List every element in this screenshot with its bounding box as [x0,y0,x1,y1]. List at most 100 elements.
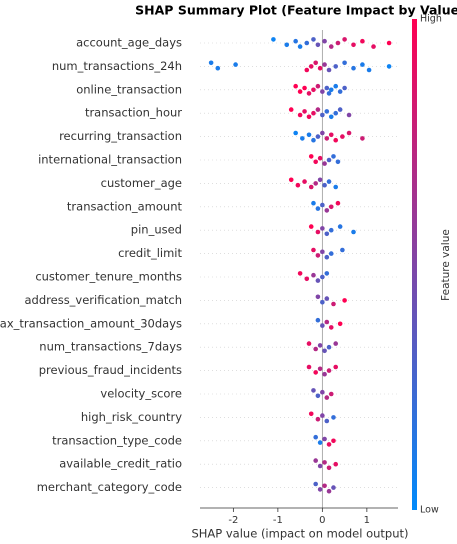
x-tick-label: -1 [273,515,283,526]
feature-label: transaction_amount [67,199,183,213]
dot [302,109,307,114]
dot [326,91,332,96]
feature-label: pin_used [131,223,182,237]
dot [328,227,334,233]
dot [371,44,376,49]
dot [317,366,323,372]
dot [324,271,330,276]
dot [317,65,323,71]
feature-label: previous_fraud_incidents [39,363,182,377]
feature-label: merchant_category_code [37,480,182,494]
dot [331,301,336,307]
dot [342,85,347,91]
dot [308,154,314,159]
dot [288,177,294,183]
dot [317,487,323,492]
dot [311,37,316,42]
dot [324,296,330,301]
dot [360,38,365,44]
dot [346,112,352,118]
dot [320,202,325,208]
dot [335,159,341,165]
feature-label: transaction_hour [85,106,182,120]
chart-title: SHAP Summary Plot (Feature Impact by Val… [135,3,457,18]
dot [326,157,332,163]
dot [335,40,341,46]
dot [300,136,305,141]
dot [306,364,312,370]
dot [328,325,334,330]
dot [326,465,332,471]
dot [315,229,321,235]
dot [322,161,327,166]
x-tick-label: 1 [364,515,370,526]
dot [271,37,276,42]
dot [317,177,323,183]
dot [366,67,372,73]
dot [337,107,343,112]
dot [322,38,327,44]
dot [311,272,316,278]
dot [324,231,330,237]
dot [311,137,316,143]
dot [328,251,334,256]
dot [311,200,316,206]
dot [337,89,343,94]
dot [317,155,323,161]
dot [320,413,325,418]
dot [320,112,325,118]
dot [304,276,310,282]
feature-label: velocity_score [100,387,182,401]
dot [313,159,318,165]
dot [317,343,323,348]
dot [333,364,339,370]
dot [308,411,314,417]
dot [328,114,334,120]
dot [324,319,330,325]
feature-label: recurring_transaction [59,129,182,143]
dot [208,60,214,66]
dot [315,42,321,48]
dot [320,389,325,395]
dot [328,204,334,210]
dot [333,137,339,143]
dot [337,224,343,229]
dot [324,85,330,91]
dot [320,130,325,136]
feature-label: customer_tenure_months [35,270,182,284]
dot [328,132,334,138]
feature-label: transaction_type_code [52,433,182,447]
dot [320,274,325,280]
dot [315,416,321,422]
dot [322,182,327,188]
dot [331,415,336,420]
dot [315,107,321,112]
dot [386,64,392,69]
dot [297,112,303,118]
dot [315,278,321,283]
dot [326,67,332,73]
feature-label: max_transaction_amount_30days [0,316,182,330]
dot [322,436,327,442]
dot [313,181,318,186]
dot [324,395,330,400]
dot [320,323,325,328]
dot [346,130,352,136]
feature-label: credit_limit [118,246,182,260]
dot [304,40,310,46]
dot [297,44,303,49]
x-tick-label: 0 [319,515,325,526]
dot [360,136,365,141]
dot [302,85,307,91]
dot [326,368,332,373]
feature-label: address_verification_match [25,293,183,307]
dot [331,154,336,159]
dot [333,341,339,346]
dot [233,62,238,67]
dot [297,271,303,276]
dot [333,110,339,116]
feature-label: num_transactions_7days [39,340,182,354]
dot [317,440,323,445]
colorbar [412,19,417,510]
